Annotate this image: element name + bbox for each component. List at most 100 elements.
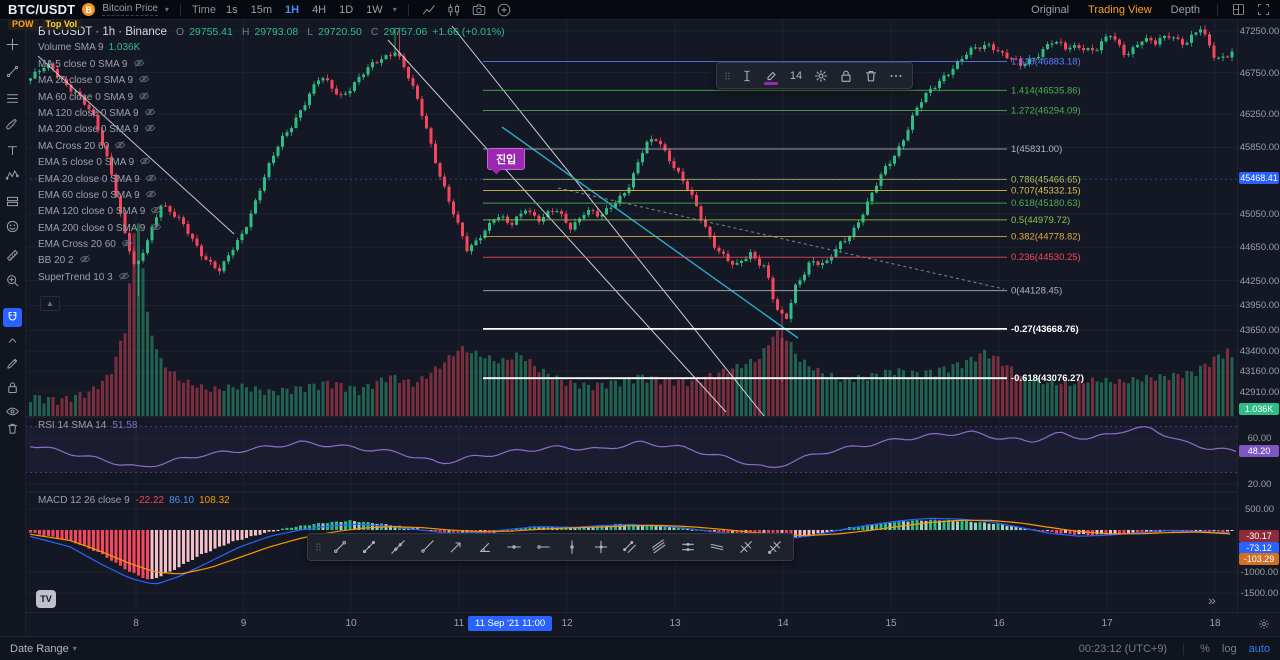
eye-slash-icon[interactable] — [139, 155, 151, 170]
eye-slash-icon[interactable] — [144, 122, 156, 137]
legend-indicator-row[interactable]: EMA 200 close 0 SMA 9 — [38, 222, 505, 235]
drag-handle-icon[interactable] — [312, 537, 325, 558]
time-label[interactable]: Time — [191, 3, 216, 16]
chevron-down-icon[interactable]: ▾ — [392, 5, 397, 14]
gear-button[interactable] — [808, 65, 833, 86]
interval-button-1s[interactable]: 1s — [225, 3, 238, 16]
tradingview-logo[interactable]: TV — [36, 590, 56, 608]
eye-slash-icon[interactable] — [114, 139, 126, 154]
disjoint-channel-tool-button[interactable] — [702, 537, 731, 558]
legend-indicator-row[interactable]: MA 60 close 0 SMA 9 — [38, 91, 505, 104]
cross-line-tool-button[interactable] — [586, 537, 615, 558]
view-tab-trading-view[interactable]: Trading View — [1088, 3, 1152, 16]
parallel-channel-tool-button[interactable] — [615, 537, 644, 558]
arrow-line-tool-button[interactable] — [441, 537, 470, 558]
line-chart-icon[interactable] — [420, 2, 438, 18]
eye-slash-icon[interactable] — [144, 106, 156, 121]
tag-top-vol[interactable]: Top Vol — [41, 18, 82, 30]
emoji-tool[interactable] — [3, 217, 22, 236]
date-range-button[interactable]: Date Range ▾ — [10, 643, 77, 655]
eye-slash-icon[interactable] — [150, 204, 162, 219]
interval-button-15m[interactable]: 15m — [250, 3, 272, 16]
legend-indicator-row[interactable]: Volume SMA 9 1.036K — [38, 41, 505, 54]
marker-button[interactable] — [759, 65, 784, 86]
view-tab-depth[interactable]: Depth — [1170, 3, 1200, 16]
legend-indicator-row[interactable]: EMA 60 close 0 SMA 9 — [38, 189, 505, 202]
axis-settings-gear-icon[interactable] — [1257, 617, 1271, 634]
main-series-legend-row[interactable]: BTCUSDT · 1h · Binance O 29755.41 H 29793.08… — [38, 25, 505, 38]
legend-indicator-row[interactable]: MA 120 close 0 SMA 9 — [38, 107, 505, 120]
lock-all-tool[interactable] — [3, 378, 22, 397]
regression-tool-button[interactable] — [644, 537, 673, 558]
delete-all-tool[interactable] — [3, 419, 22, 438]
vertical-line-tool-button[interactable] — [557, 537, 586, 558]
xabcd-pattern-tool[interactable] — [3, 166, 22, 185]
line-tools-toolbar[interactable] — [307, 533, 794, 561]
interval-button-1w[interactable]: 1W — [366, 3, 383, 16]
view-tab-original[interactable]: Original — [1031, 3, 1070, 16]
trend-line-tool-button[interactable] — [325, 537, 354, 558]
trend-lines-drawing[interactable] — [37, 25, 1005, 417]
collapse-toolbar-button[interactable] — [3, 331, 22, 350]
legend-indicator-row[interactable]: MA Cross 20 60 — [38, 140, 505, 153]
legend-collapse-button[interactable]: ▲ — [40, 296, 60, 311]
zoom-tool[interactable] — [3, 271, 22, 290]
edit-tool[interactable] — [3, 354, 22, 373]
schiff-pitchfork-tool-button[interactable] — [760, 537, 789, 558]
layout-icon[interactable] — [1229, 2, 1247, 18]
legend-indicator-row[interactable]: MA 200 close 0 SMA 9 — [38, 123, 505, 136]
candles-icon-icon[interactable] — [445, 2, 463, 18]
camera-icon[interactable] — [470, 2, 488, 18]
flat-channel-tool-button[interactable] — [673, 537, 702, 558]
ray-tool-button[interactable] — [412, 537, 441, 558]
horizontal-ray-tool-button[interactable] — [528, 537, 557, 558]
trend-line-tool[interactable] — [3, 62, 22, 81]
eye-slash-icon[interactable] — [145, 188, 157, 203]
horizontal-line-tool-button[interactable] — [499, 537, 528, 558]
fib-tool[interactable] — [3, 89, 22, 108]
scroll-to-recent-icon[interactable]: » — [1208, 592, 1216, 608]
legend-indicator-row[interactable]: EMA Cross 20 60 — [38, 238, 505, 251]
position-tool[interactable] — [3, 192, 22, 211]
legend-indicator-row[interactable]: BB 20 2 — [38, 254, 505, 267]
legend-indicator-row[interactable]: EMA 5 close 0 SMA 9 — [38, 156, 505, 169]
interval-button-1h[interactable]: 1H — [285, 3, 300, 16]
eye-slash-icon[interactable] — [150, 221, 162, 236]
trend-angle-tool-button[interactable] — [470, 537, 499, 558]
crosshair-tool[interactable] — [3, 35, 22, 54]
rsi-indicator-name[interactable]: RSI 14 SMA 14 — [38, 420, 107, 431]
font-size-button[interactable]: 14 — [789, 69, 803, 82]
eye-slash-icon[interactable] — [138, 90, 150, 105]
text-tool[interactable] — [3, 141, 22, 160]
magnet-tool[interactable] — [3, 308, 22, 327]
hide-all-tool[interactable] — [3, 402, 22, 421]
pitchfork-tool-button[interactable] — [731, 537, 760, 558]
price-axis[interactable]: 47250.00 46750.00 46250.00 45850.00 45050.00… — [1237, 20, 1280, 612]
fullscreen-icon[interactable] — [1254, 2, 1272, 18]
eye-slash-icon[interactable] — [79, 253, 91, 268]
extended-line-tool-button[interactable] — [383, 537, 412, 558]
percent-scale-button[interactable]: % — [1200, 642, 1210, 655]
legend-indicator-row[interactable]: SuperTrend 10 3 — [38, 271, 505, 284]
legend-indicator-row[interactable]: EMA 120 close 0 SMA 9 — [38, 205, 505, 218]
legend-indicator-row[interactable]: MA 5 close 0 SMA 9 — [38, 58, 505, 71]
candlestick-series[interactable] — [29, 25, 1234, 383]
pane-separators[interactable] — [25, 416, 1237, 493]
log-scale-button[interactable]: log — [1221, 642, 1237, 655]
clock-utc[interactable]: 00:23:12 (UTC+9) — [1078, 642, 1168, 655]
eye-slash-icon[interactable] — [118, 270, 130, 285]
dots-h-button[interactable] — [883, 65, 908, 86]
legend-indicator-row[interactable]: MA 20 close 0 SMA 9 — [38, 74, 505, 87]
eye-slash-icon[interactable] — [133, 57, 145, 72]
tag-pow[interactable]: POW — [8, 18, 38, 30]
eye-slash-icon[interactable] — [121, 237, 133, 252]
eye-slash-icon[interactable] — [138, 73, 150, 88]
cursor-text-button[interactable] — [734, 65, 759, 86]
macd-indicator-name[interactable]: MACD 12 26 close 9 — [38, 495, 130, 506]
auto-scale-button[interactable]: auto — [1248, 642, 1270, 655]
eye-slash-icon[interactable] — [145, 172, 157, 187]
legend-indicator-row[interactable]: EMA 20 close 0 SMA 9 — [38, 173, 505, 186]
interval-button-1d[interactable]: 1D — [339, 3, 354, 16]
plus-circle-icon[interactable] — [495, 2, 513, 18]
lock-button[interactable] — [833, 65, 858, 86]
